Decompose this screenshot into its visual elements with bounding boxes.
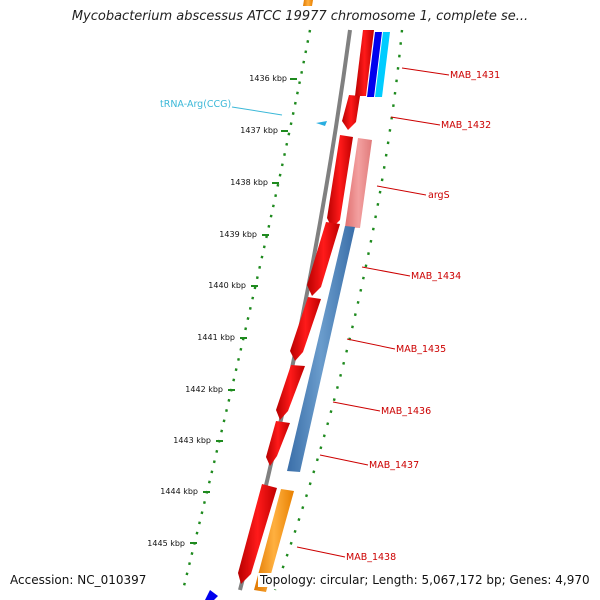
leader-line: [346, 338, 396, 350]
ruler-label: 1440 kbp: [208, 281, 246, 290]
gene-label-mab-1432[interactable]: MAB_1432: [441, 120, 491, 131]
leader-line: [296, 546, 346, 558]
ruler-ticks: [190, 78, 297, 544]
blue-feature-bottom[interactable]: [205, 590, 218, 600]
leader-line: [390, 116, 441, 126]
leader-line: [319, 454, 369, 466]
leader-line: [401, 67, 450, 76]
gene-label-mab-1436[interactable]: MAB_1436: [381, 406, 431, 417]
gene-feature-mab-1437[interactable]: [266, 421, 290, 466]
gene-feature-mab-1435[interactable]: [290, 297, 321, 361]
orange-feature-bottom[interactable]: [254, 489, 294, 592]
ruler-label: 1437 kbp: [240, 126, 278, 135]
gene-feature-args-red[interactable]: [327, 135, 353, 228]
leader-line: [361, 266, 411, 277]
accession-text: Accession: NC_010397: [8, 573, 149, 587]
gene-labels: MAB_1431 MAB_1432 argS MAB_1434 MAB_1435…: [160, 70, 500, 563]
reverse-feature-blue[interactable]: [287, 226, 355, 472]
topology-summary: Topology: circular; Length: 5,067,172 bp…: [258, 573, 592, 587]
trna-label[interactable]: tRNA-Arg(CCG): [160, 99, 231, 110]
ruler-label: 1436 kbp: [249, 74, 287, 83]
gene-label-mab-1431[interactable]: MAB_1431: [450, 70, 500, 81]
ruler-label: 1443 kbp: [173, 436, 211, 445]
gene-label-mab-1438[interactable]: MAB_1438: [346, 552, 396, 563]
annotation-leader-lines: [231, 67, 450, 558]
ruler-labels: 1436 kbp 1437 kbp 1438 kbp 1439 kbp 1440…: [147, 74, 287, 548]
map-title: Mycobacterium abscessus ATCC 19977 chrom…: [71, 9, 529, 24]
gene-label-mab-1437[interactable]: MAB_1437: [369, 460, 419, 471]
ruler-label: 1441 kbp: [197, 333, 235, 342]
ruler-track: [181, 29, 312, 591]
gene-feature-args-light[interactable]: [345, 138, 372, 228]
gene-label-mab-1435[interactable]: MAB_1435: [396, 344, 446, 355]
ruler-label: 1442 kbp: [185, 385, 223, 394]
gene-label-mab-1434[interactable]: MAB_1434: [411, 271, 461, 282]
ruler-label: 1438 kbp: [230, 178, 268, 187]
gene-feature-mab-1438[interactable]: [238, 484, 277, 584]
ruler-label: 1445 kbp: [147, 539, 185, 548]
gene-label-args[interactable]: argS: [428, 190, 450, 201]
leader-line: [231, 106, 283, 116]
orange-feature-top[interactable]: [303, 0, 313, 6]
leader-line: [376, 185, 427, 196]
ruler-label: 1444 kbp: [160, 487, 198, 496]
ruler-label: 1439 kbp: [219, 230, 257, 239]
gene-feature-mab-1436[interactable]: [276, 365, 305, 420]
gene-feature-mab-1432[interactable]: [342, 95, 360, 130]
leader-line: [332, 401, 381, 412]
gene-feature-mab-1431[interactable]: [355, 30, 390, 97]
trna-marker[interactable]: [316, 121, 327, 126]
gene-feature-mab-1434[interactable]: [307, 222, 340, 296]
